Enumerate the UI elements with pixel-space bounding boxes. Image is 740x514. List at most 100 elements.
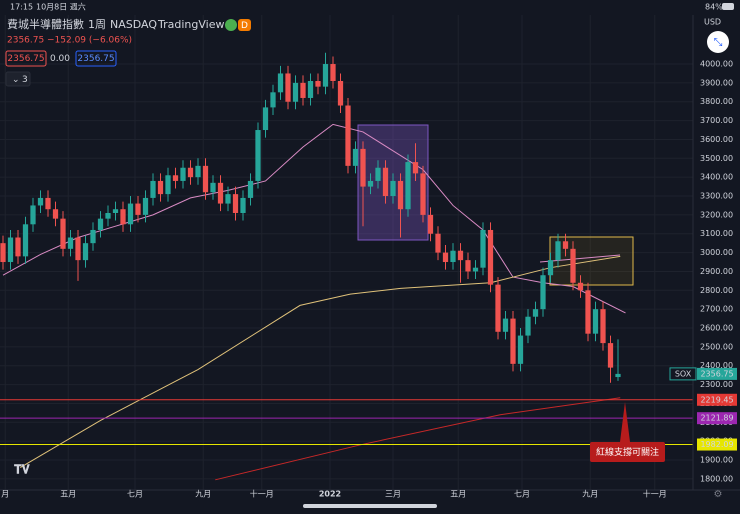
candle-body [375, 167, 381, 181]
candle-body [135, 203, 141, 215]
badge [238, 19, 251, 31]
candle-body [172, 175, 179, 181]
level-label: 2219.45 [700, 395, 733, 404]
candle-body [142, 197, 149, 215]
candle-body [157, 180, 164, 195]
symbol-label: SOX [675, 369, 692, 378]
candle-body [412, 162, 419, 174]
plot [0, 52, 693, 481]
candle-body [435, 233, 441, 253]
x-tick-label: 月 [1, 490, 9, 499]
candle-body [82, 243, 89, 261]
candle-body [45, 197, 51, 210]
candle-body [15, 237, 21, 257]
candle-body [127, 203, 134, 225]
candle-body [330, 64, 336, 81]
change: −152.09 (−6.06%) [47, 36, 132, 46]
x-tick-label: 十一月 [250, 489, 274, 499]
candle-body [322, 64, 329, 87]
y-tick-label: 2700.00 [700, 305, 733, 314]
interval: 1周 [88, 18, 106, 31]
callout-text: 紅線支撐可關注 [596, 446, 659, 458]
candle-body [540, 275, 546, 310]
y-tick-label: 3400.00 [700, 173, 733, 182]
candle-body [202, 165, 209, 193]
candle-body [495, 284, 501, 332]
settings[interactable]: ⚙ [714, 489, 723, 500]
candle-body [442, 252, 449, 263]
status-time: 17:15 [10, 3, 33, 12]
candle-body [195, 165, 201, 178]
candle-body [37, 197, 44, 206]
candle-body [592, 309, 599, 334]
candle-body [52, 209, 59, 219]
candle-body [277, 73, 284, 93]
candle-body [465, 260, 471, 272]
indicator-toggle[interactable] [5, 71, 31, 87]
drawn-line [539, 254, 621, 263]
axes: 1800.001900.002000.002100.002200.002300.… [1, 60, 737, 499]
candle-body [480, 229, 486, 268]
candle-body [510, 318, 516, 364]
candle-body [120, 209, 126, 225]
grid [0, 15, 693, 490]
ma-line [19, 255, 621, 468]
symbol: 費城半導體指數 [7, 17, 84, 31]
source: TradingView [157, 18, 224, 31]
x-tick-label: 十一月 [643, 489, 667, 499]
zoom-icon: ⤡ [714, 36, 723, 49]
zoom-button[interactable] [707, 31, 729, 53]
currency[interactable]: USD [704, 18, 721, 27]
candle-body [517, 335, 524, 364]
candle-body [30, 205, 36, 225]
status-dot [225, 19, 237, 31]
candle-body [360, 148, 366, 187]
candle-body [390, 180, 396, 197]
indicator-count[interactable]: 3 [22, 75, 28, 85]
candle-body [502, 318, 509, 332]
candle-body [532, 309, 539, 317]
candle-body [210, 182, 216, 193]
candle-body [7, 237, 14, 263]
callout-arrow [620, 402, 630, 442]
candle-body [555, 241, 561, 261]
y-tick-label: 2300.00 [700, 380, 733, 389]
candle-body [232, 194, 239, 213]
y-tick-label: 2600.00 [700, 324, 733, 333]
level-tag [697, 412, 737, 425]
candle-body [570, 248, 576, 283]
candle-body [105, 212, 111, 219]
candle-body [225, 194, 231, 204]
candle-body [292, 82, 299, 102]
last-price: 2356.75 [700, 369, 733, 378]
candle-body [180, 167, 186, 181]
bid[interactable]: 2356.75 [7, 54, 44, 64]
candle-body [427, 214, 434, 234]
tv-logo: 𝐓𝐕 [14, 463, 31, 477]
y-tick-label: 2400.00 [700, 361, 733, 370]
candle-body [0, 243, 6, 263]
candle-body [487, 229, 494, 285]
candle-body [255, 130, 261, 181]
ask[interactable]: 2356.75 [77, 54, 114, 64]
level-tag [697, 393, 737, 406]
buy-box[interactable] [75, 50, 117, 67]
candle-body [607, 343, 614, 368]
x-tick-label: 三月 [385, 490, 401, 499]
y-tick-label: 3200.00 [700, 210, 733, 219]
candle-body [90, 229, 96, 244]
y-tick-label: 1900.00 [700, 456, 733, 465]
y-tick-label: 2500.00 [700, 342, 733, 351]
y-tick-label: 3900.00 [700, 78, 733, 87]
candle-body [315, 80, 321, 87]
x-tick-label: 五月 [450, 490, 466, 499]
y-tick-label: 4000.00 [700, 60, 733, 69]
price: 2356.75 [7, 36, 44, 46]
y-tick-label: 3300.00 [700, 192, 733, 201]
ma-line [215, 397, 621, 481]
x-tick-label: 五月 [60, 490, 76, 499]
candle-body [150, 180, 156, 198]
sell-box[interactable] [5, 50, 47, 67]
candle-body [307, 80, 314, 98]
